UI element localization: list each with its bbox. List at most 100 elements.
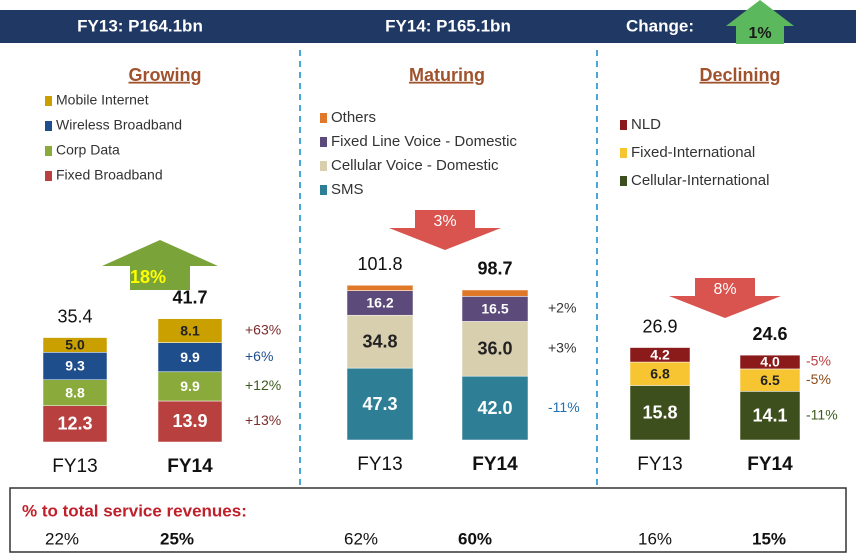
bar-segment [42,337,108,353]
segment-label: 8.8 [65,384,85,400]
trend-arrow [669,278,781,318]
bar-total: 24.6 [752,324,787,344]
bar-segment [157,400,223,443]
share-label: 16% [638,529,672,548]
segment-label: 8.1 [180,322,200,338]
header-fy14: FY14: P165.1bn [385,16,511,35]
change-label: -11% [806,406,838,422]
share-label: 60% [458,529,492,548]
segment-label: 16.2 [366,295,393,311]
header-arrow [726,0,794,44]
header-fy13: FY13: P164.1bn [77,16,203,35]
trend-arrow [102,240,218,290]
header-bar [0,10,856,43]
bar-segment [157,342,223,373]
segment-label: 13.9 [172,411,207,431]
legend-label: Fixed Line Voice - Domestic [331,133,517,150]
footer-box [9,487,847,553]
legend-swatch [45,121,52,131]
share-label: 22% [45,529,79,548]
legend-swatch [45,146,52,156]
legend-swatch [45,96,52,106]
share-label: 62% [344,529,378,548]
bar-segment [346,367,414,441]
segment-label: 9.9 [180,349,200,365]
segment-label: 4.0 [760,354,780,370]
segment-label: 36.0 [477,339,512,359]
panel-title: Growing [129,65,202,85]
trend-label: 3% [433,213,456,230]
legend-label: NLD [631,116,661,133]
segment-label: 42.0 [477,398,512,418]
change-label: +2% [548,300,576,316]
bar-segment [739,391,801,441]
change-label: +12% [245,377,281,393]
segment-label: 9.3 [65,358,85,374]
category-label: FY14 [167,456,213,477]
bar-segment [739,354,801,370]
bar-total: 41.7 [172,287,207,307]
bar-segment [157,318,223,343]
bar-segment [461,296,529,322]
change-label: +3% [548,340,576,356]
category-label: FY14 [472,454,518,475]
share-label: 15% [752,529,786,548]
footer-title: % to total service revenues: [22,501,247,520]
legend-swatch [320,161,327,171]
segment-label: 5.0 [65,337,85,353]
legend-swatch [320,137,327,147]
legend-swatch [620,120,627,130]
legend-swatch [45,171,52,181]
share-label: 25% [160,529,194,548]
segment-label: 47.3 [362,394,397,414]
bar-segment [346,290,414,316]
bar-segment [42,379,108,406]
segment-label: 16.5 [481,301,508,317]
legend-swatch [320,185,327,195]
bar-segment [157,371,223,402]
segment-label: 14.1 [752,405,787,425]
change-label: -11% [548,399,580,415]
legend-label: Cellular Voice - Domestic [331,157,499,174]
change-label: +6% [245,348,273,364]
category-label: FY14 [747,454,793,475]
legend-label: SMS [331,181,364,198]
legend-label: Mobile Internet [56,92,149,108]
legend-label: Others [331,109,376,126]
legend-label: Corp Data [56,142,120,158]
segment-label: 6.8 [650,365,670,381]
legend-label: Cellular-International [631,172,769,189]
bar-segment [346,314,414,369]
bar-segment [42,352,108,381]
header-change-value: 1% [748,25,771,42]
segment-label: 6.5 [760,372,780,388]
legend-swatch [620,176,627,186]
segment-label: 4.2 [650,346,670,362]
bar-segment [461,289,529,297]
change-label: +13% [245,412,281,428]
segment-label: 9.9 [180,378,200,394]
trend-label: 8% [713,281,736,298]
legend-label: Wireless Broadband [56,117,182,133]
trend-label: 18% [130,267,166,287]
segment-label: 12.3 [57,414,92,434]
category-label: FY13 [357,454,402,475]
trend-arrow [389,210,501,250]
bar-segment [461,375,529,441]
category-label: FY13 [52,456,97,477]
bar-segment [346,285,414,291]
legend-label: Fixed-International [631,144,755,161]
category-label: FY13 [637,454,682,475]
panel-title: Declining [699,65,780,85]
segment-label: 34.8 [362,331,397,351]
bar-segment [42,405,108,443]
legend-swatch [320,113,327,123]
legend-swatch [620,148,627,158]
change-label: +63% [245,321,281,337]
bar-total: 35.4 [57,306,92,326]
segment-label: 15.8 [642,402,677,422]
legend-label: Fixed Broadband [56,167,163,183]
bar-total: 26.9 [642,316,677,336]
bar-total: 98.7 [477,259,512,279]
